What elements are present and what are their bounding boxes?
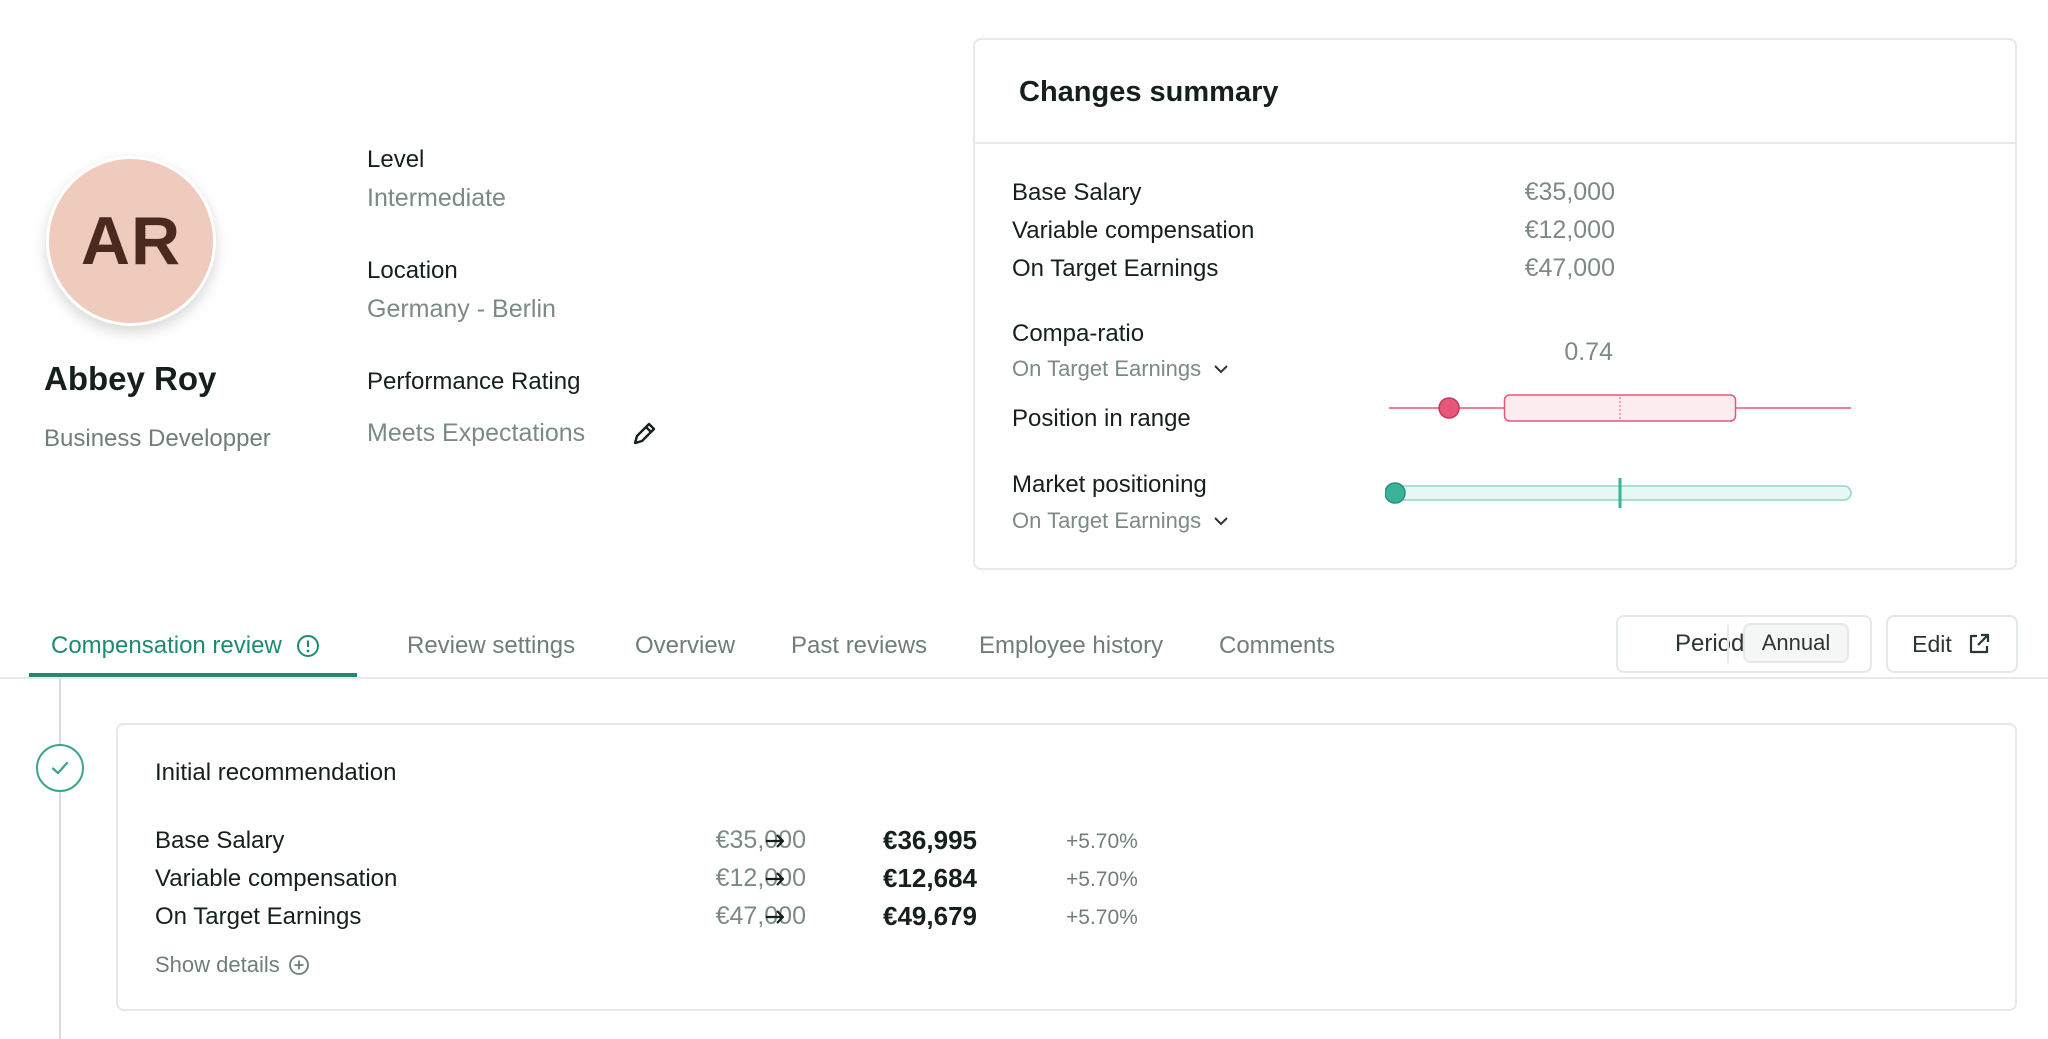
summary-variable-label: Variable compensation [1012,217,1255,244]
edit-button[interactable]: Edit [1886,615,2018,673]
tab-overview[interactable]: Overview [635,620,791,677]
location-value: Germany - Berlin [367,295,556,323]
avatar-initials: AR [80,203,182,279]
performance-value: Meets Expectations [367,419,586,447]
chevron-down-icon [1214,365,1228,374]
divider [975,142,2015,144]
tab-label: Employee history [979,632,1164,659]
rec-base-salary-new: €36,995 [883,825,977,855]
tab-compensation-review[interactable]: Compensation review [29,620,357,677]
tab-employee-history[interactable]: Employee history [979,620,1219,677]
tab-label: Compensation review [51,632,282,659]
position-in-range-label: Position in range [1012,405,1191,432]
market-marker [1385,482,1406,504]
rec-base-salary-change: +5.70% [1066,830,1138,853]
tab-label: Comments [1219,632,1336,659]
tab-comments[interactable]: Comments [1219,620,1379,677]
plus-circle-icon [288,955,309,975]
initial-recommendation-card: Initial recommendation Base Salary €35,0… [116,723,2017,1011]
employee-role: Business Developper [44,425,271,452]
summary-variable-value: €12,000 [1524,216,1615,244]
rec-ote-change: +5.70% [1066,906,1138,929]
avatar: AR [46,156,216,326]
location-label: Location [367,257,458,284]
show-details-link[interactable]: Show details [155,952,310,978]
performance-label: Performance Rating [367,368,581,395]
tab-bar: Compensation review Review settings Over… [29,620,1379,677]
changes-summary-card: Changes summary Base Salary €35,000 Vari… [973,38,2017,570]
changes-summary-title: Changes summary [1019,76,1279,108]
period-value[interactable]: Annual [1743,623,1849,663]
show-details-label: Show details [155,952,280,977]
rec-variable-new: €12,684 [883,863,977,893]
period-selector[interactable] [1616,615,1872,673]
rec-base-salary-old: €35,000 [715,826,806,854]
rec-ote-new: €49,679 [883,901,977,931]
market-positioning-selector-label: On Target Earnings [1012,508,1202,533]
rec-ote-old: €47,000 [715,902,806,930]
summary-ote-label: On Target Earnings [1012,255,1219,282]
summary-base-salary-label: Base Salary [1012,179,1142,206]
info-alert-icon [296,635,319,657]
tab-review-settings[interactable]: Review settings [407,620,635,677]
rec-base-salary-label: Base Salary [155,827,285,854]
compa-ratio-value: 0.74 [1564,338,1613,366]
market-positioning-label: Market positioning [1012,471,1207,498]
chevron-down-icon [1214,517,1228,526]
edit-button-label: Edit [1912,630,1952,657]
arrow-right-icon [766,872,785,886]
summary-base-salary-value: €35,000 [1524,178,1615,206]
recommendation-title: Initial recommendation [155,759,397,786]
rec-variable-old: €12,000 [715,864,806,892]
timeline-check [36,744,84,792]
summary-ote-value: €47,000 [1524,254,1615,282]
tabs-divider [0,677,2048,679]
rec-variable-change: +5.70% [1066,868,1138,891]
arrow-right-icon [766,834,785,848]
employee-name: Abbey Roy [44,360,217,397]
compa-ratio-selector[interactable]: On Target Earnings [1012,356,1229,382]
pencil-icon[interactable] [628,418,660,450]
external-link-icon [1969,633,1989,654]
arrow-right-icon [766,910,785,924]
range-marker [1438,397,1460,419]
rec-variable-label: Variable compensation [155,865,398,892]
market-positioning-selector[interactable]: On Target Earnings [1012,508,1229,534]
tab-spacer [357,620,407,677]
tab-label: Review settings [407,632,576,659]
market-positioning-chart [1385,478,1852,508]
timeline-line [59,679,61,1039]
period-divider [1727,625,1729,663]
tab-label: Overview [635,632,736,659]
level-label: Level [367,146,425,173]
check-icon [51,761,69,775]
tab-past-reviews[interactable]: Past reviews [791,620,979,677]
compa-ratio-label: Compa-ratio [1012,320,1145,347]
range-box [1503,394,1737,422]
rec-ote-label: On Target Earnings [155,903,362,930]
position-in-range-chart [1389,394,1851,422]
level-value: Intermediate [367,184,506,212]
compa-ratio-selector-label: On Target Earnings [1012,356,1202,381]
period-label: Period [1675,630,1745,657]
tab-label: Past reviews [791,632,928,659]
